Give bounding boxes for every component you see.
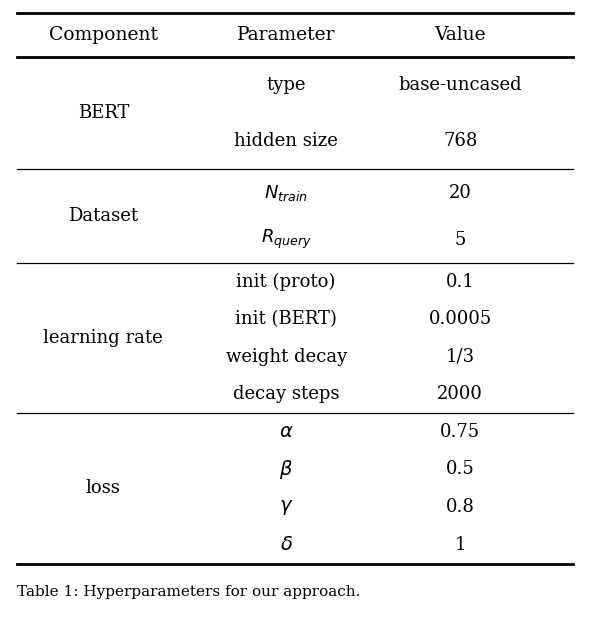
Text: weight decay: weight decay [225, 348, 347, 366]
Text: 1: 1 [454, 536, 466, 554]
Text: 768: 768 [443, 132, 477, 150]
Text: 0.75: 0.75 [440, 423, 480, 441]
Text: init (BERT): init (BERT) [235, 310, 337, 328]
Text: $\delta$: $\delta$ [280, 536, 293, 554]
Text: Value: Value [434, 27, 486, 44]
Text: 1/3: 1/3 [445, 348, 475, 366]
Text: $\beta$: $\beta$ [279, 458, 293, 481]
Text: Table 1: Hyperparameters for our approach.: Table 1: Hyperparameters for our approac… [17, 585, 360, 599]
Text: BERT: BERT [77, 104, 129, 122]
Text: init (proto): init (proto) [237, 273, 336, 291]
Text: hidden size: hidden size [234, 132, 338, 150]
Text: 5: 5 [454, 231, 466, 249]
Text: 0.1: 0.1 [446, 273, 474, 291]
Text: $N_{train}$: $N_{train}$ [264, 183, 308, 203]
Text: $\gamma$: $\gamma$ [279, 497, 293, 517]
Text: decay steps: decay steps [233, 385, 339, 403]
Text: 0.0005: 0.0005 [428, 310, 492, 328]
Text: type: type [267, 77, 306, 95]
Text: learning rate: learning rate [44, 329, 163, 347]
Text: base-uncased: base-uncased [398, 77, 522, 95]
Text: 0.8: 0.8 [446, 498, 474, 516]
Text: Component: Component [49, 27, 158, 44]
Text: Parameter: Parameter [237, 27, 335, 44]
Text: $R_{query}$: $R_{query}$ [261, 228, 312, 252]
Text: 0.5: 0.5 [446, 460, 474, 478]
Text: 20: 20 [449, 184, 471, 202]
Text: $\alpha$: $\alpha$ [279, 423, 293, 441]
Text: 2000: 2000 [437, 385, 483, 403]
Text: Dataset: Dataset [68, 207, 138, 226]
Text: loss: loss [86, 479, 121, 497]
